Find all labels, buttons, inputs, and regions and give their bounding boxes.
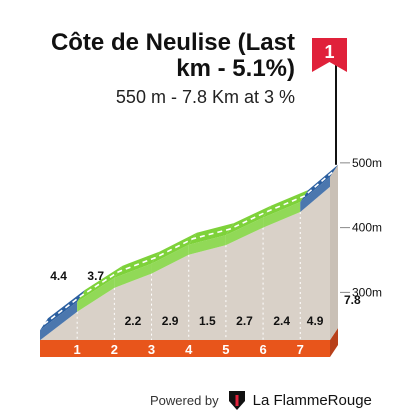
segment-top-surface: [151, 232, 197, 264]
gradient-label: 4.4: [50, 269, 67, 283]
gradient-label: 2.2: [125, 314, 142, 328]
chart-subtitle: 550 m - 7.8 Km at 3 %: [115, 87, 295, 107]
gradient-label: 2.9: [162, 314, 179, 328]
segment-top-surface: [40, 289, 86, 331]
gradient-label: 4.9: [307, 314, 324, 328]
segment-top-surface: [225, 205, 272, 236]
flamme-rouge-logo-icon: [228, 391, 245, 410]
segment-front-face: [151, 244, 189, 274]
base-end-face: [330, 328, 338, 357]
gradient-label: 3.7: [87, 269, 104, 283]
y-tick-label: 300m: [352, 285, 382, 299]
segment-front-face: [263, 202, 301, 228]
segment-front-face: [225, 217, 264, 246]
segment-front-face: [77, 277, 115, 312]
segment-front-face: [40, 301, 78, 341]
powered-by-label: Powered by: [150, 392, 219, 408]
km-marker-label: 4: [185, 342, 193, 357]
chart-title-line-2: km - 5.1%): [176, 55, 295, 82]
km-marker-label: 5: [222, 342, 229, 357]
finish-flag-label: 1: [324, 42, 334, 62]
footer: Powered by La FlammeRouge: [150, 388, 372, 412]
chart-title-line-1: Côte de Neulise (Last: [50, 29, 295, 56]
km-marker-label: 2: [111, 342, 118, 357]
brand-name: La FlammeRouge: [252, 391, 372, 409]
y-tick-label: 400m: [352, 221, 382, 235]
gradient-label: 2.4: [273, 314, 290, 328]
km-marker-label: 7: [297, 342, 304, 357]
km-base-band: [40, 340, 330, 357]
road-center-line: [43, 170, 335, 325]
km-marker-label: 3: [148, 342, 155, 357]
title-block: Côte de Neulise (Last km - 5.1%) 550 m -…: [51, 30, 295, 108]
end-distance-label: 7.8: [344, 293, 361, 307]
gradient-label: 1.5: [199, 314, 216, 328]
segment-front-face: [188, 235, 226, 255]
km-marker-label: 1: [74, 342, 81, 357]
y-tick-label: 500m: [352, 156, 382, 170]
side-end-face: [330, 164, 338, 340]
segment-front-face: [300, 176, 330, 213]
segment-front-face: [114, 263, 152, 288]
segment-top-surface: [300, 164, 338, 203]
km-marker-label: 6: [259, 342, 266, 357]
finish-flag: [312, 38, 347, 72]
gradient-label: 2.7: [236, 314, 253, 328]
segment-top-surface: [77, 265, 123, 302]
profile-side-face: [40, 186, 330, 341]
